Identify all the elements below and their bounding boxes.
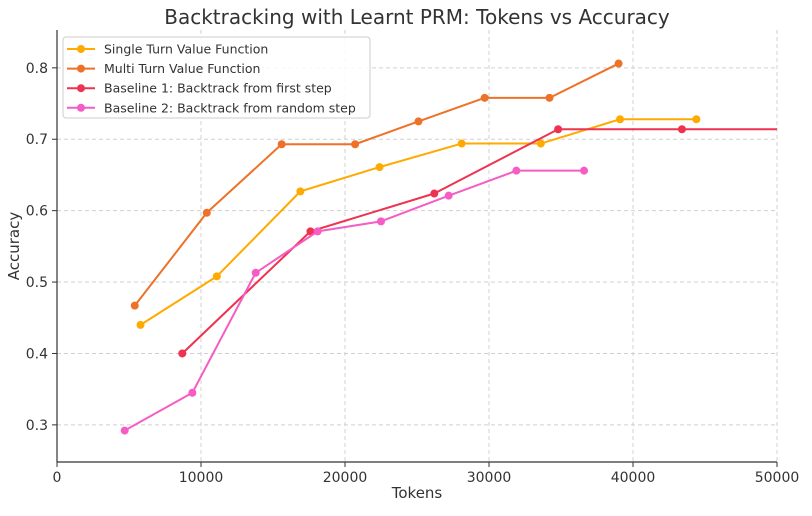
y-axis-label: Accuracy — [5, 212, 23, 281]
legend-marker-icon — [77, 45, 85, 53]
data-point-marker — [120, 426, 129, 435]
x-tick-label: 50000 — [755, 470, 800, 486]
legend-item: Multi Turn Value Function — [67, 61, 260, 76]
grid-lines — [57, 30, 778, 462]
y-tick-label: 0.4 — [26, 346, 48, 362]
data-point-marker — [296, 187, 305, 196]
data-point-marker — [414, 117, 423, 126]
y-tick-label: 0.7 — [26, 132, 48, 148]
data-point-marker — [430, 189, 439, 198]
data-point-marker — [377, 217, 385, 226]
series-path — [181, 128, 777, 355]
x-tick-label: 40000 — [611, 470, 656, 486]
data-point-marker — [136, 320, 145, 329]
data-point-marker — [375, 163, 384, 172]
chart-title: Backtracking with Learnt PRM: Tokens vs … — [164, 5, 670, 29]
series-line — [130, 59, 623, 310]
data-point-marker — [457, 139, 466, 148]
data-point-marker — [480, 93, 489, 102]
legend: Single Turn Value Function Multi Turn Val… — [62, 36, 371, 119]
legend-marker-icon — [77, 103, 85, 112]
legend-label: Multi Turn Value Function — [104, 61, 260, 76]
x-tick-label: 0 — [53, 470, 62, 486]
series-path — [133, 62, 620, 307]
series-path — [139, 118, 697, 326]
data-point-marker — [512, 166, 521, 175]
data-point-marker — [677, 125, 686, 134]
data-point-marker — [614, 59, 623, 68]
data-point-marker — [188, 388, 197, 397]
legend-label: Single Turn Value Function — [104, 42, 268, 57]
x-axis-label: Tokens — [391, 484, 443, 502]
legend-label: Baseline 1: Backtrack from first step — [104, 81, 332, 96]
data-point-marker — [692, 115, 701, 124]
y-tick-label: 0.5 — [26, 275, 48, 291]
data-point-marker — [351, 140, 360, 149]
series-line — [136, 115, 701, 329]
legend-marker-icon — [77, 64, 85, 73]
axes — [56, 30, 777, 463]
data-series — [120, 59, 777, 435]
data-point-marker — [536, 139, 545, 148]
data-point-marker — [616, 115, 625, 124]
legend-item: Single Turn Value Function — [67, 42, 268, 57]
data-point-marker — [251, 268, 260, 277]
data-point-marker — [306, 227, 315, 236]
data-point-marker — [313, 227, 322, 236]
y-tick-label: 0.3 — [26, 418, 48, 434]
legend-item: Baseline 2: Backtrack from random step — [67, 100, 356, 115]
data-point-marker — [580, 166, 589, 175]
x-tick-label: 20000 — [323, 470, 368, 486]
x-tick-label: 30000 — [467, 470, 512, 486]
series-path — [124, 169, 585, 432]
data-point-marker — [545, 93, 554, 102]
x-axis-ticks: 0 10000 20000 30000 40000 50000 — [53, 462, 800, 486]
y-tick-label: 0.6 — [26, 204, 48, 220]
y-tick-label: 0.8 — [26, 61, 48, 77]
data-point-marker — [212, 272, 221, 281]
data-point-marker — [554, 125, 563, 134]
series-line — [178, 125, 777, 358]
x-tick-label: 10000 — [179, 470, 224, 486]
legend-item: Baseline 1: Backtrack from first step — [67, 81, 332, 96]
data-point-marker — [277, 140, 286, 149]
series-line — [120, 166, 589, 435]
data-point-marker — [444, 191, 453, 200]
data-point-marker — [178, 349, 187, 358]
data-point-marker — [202, 208, 211, 217]
legend-label: Baseline 2: Backtrack from random step — [104, 100, 356, 115]
legend-box — [62, 36, 371, 119]
y-axis-ticks: 0.3 0.4 0.5 0.6 0.7 0.8 — [26, 61, 57, 434]
legend-marker-icon — [77, 84, 85, 93]
data-point-marker — [130, 301, 139, 310]
